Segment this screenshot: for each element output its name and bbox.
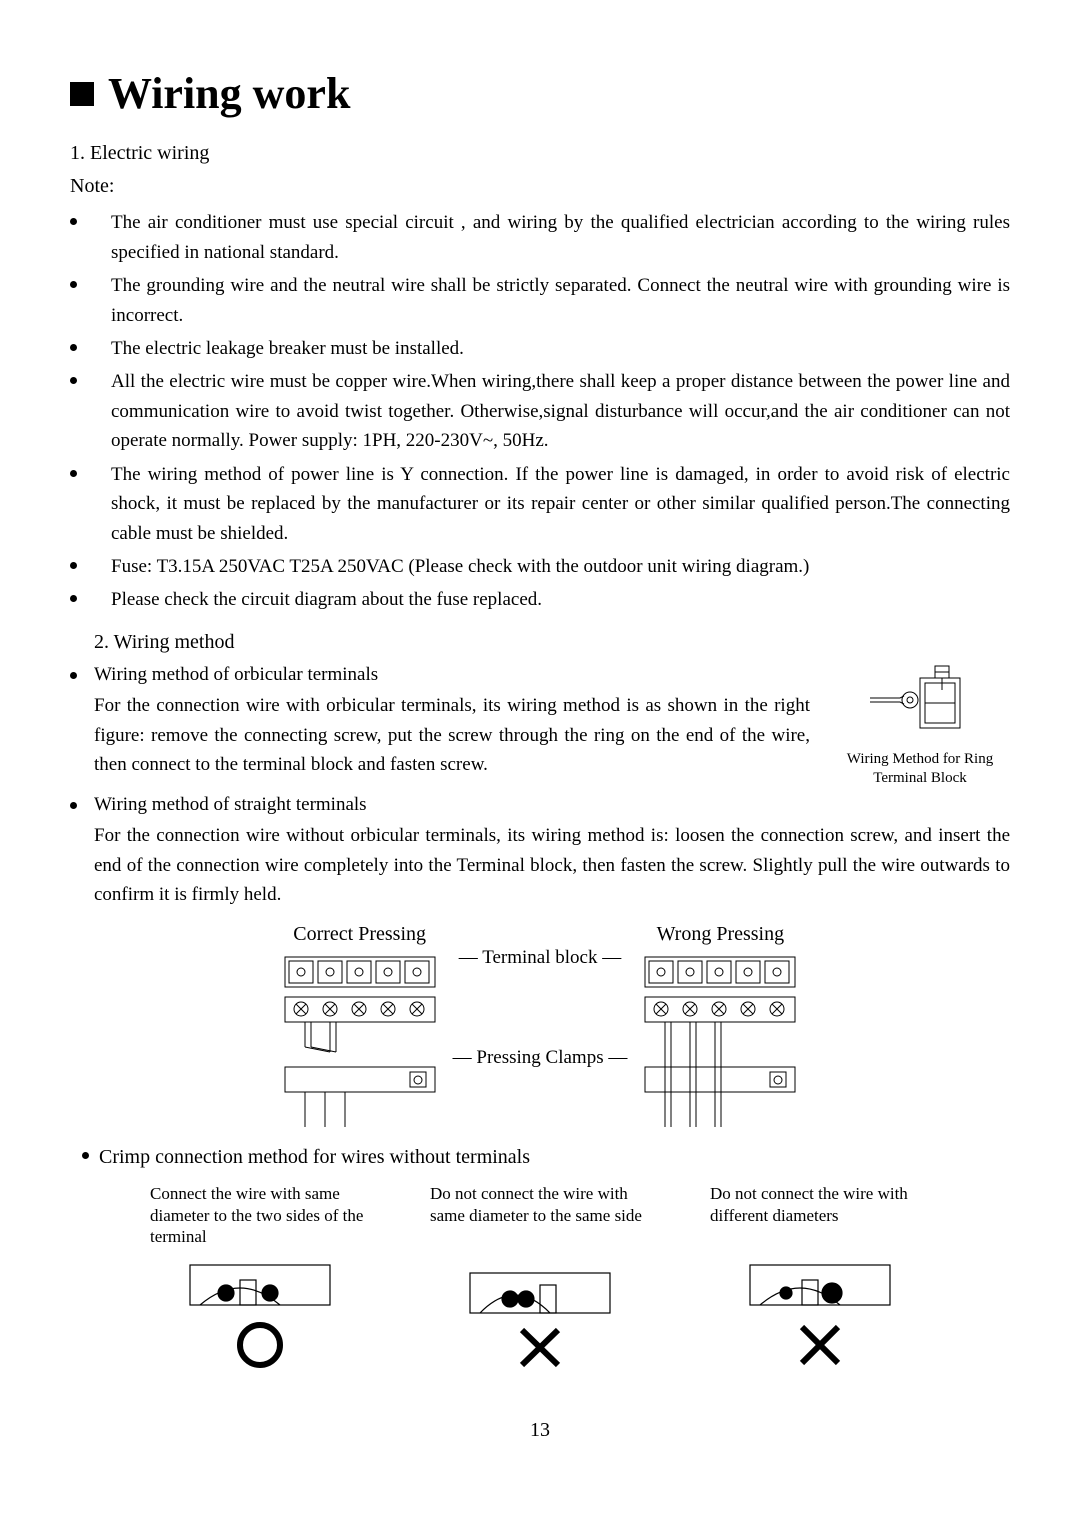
notes-list: The air conditioner must use special cir… xyxy=(70,208,1010,615)
title-bullet xyxy=(70,82,94,106)
note-text: Fuse: T3.15A 250VAC T25A 250VAC (Please … xyxy=(87,552,1010,581)
orbicular-heading: Wiring method of orbicular terminals xyxy=(94,660,810,689)
correct-pressing-svg xyxy=(275,952,445,1132)
crimp-col-correct: Connect the wire with same diameter to t… xyxy=(150,1183,370,1375)
crimp-row: Connect the wire with same diameter to t… xyxy=(70,1183,1010,1375)
note-text: Please check the circuit diagram about t… xyxy=(87,585,1010,614)
note-text: The grounding wire and the neutral wire … xyxy=(87,271,1010,330)
note-text: All the electric wire must be copper wir… xyxy=(87,367,1010,455)
pressing-clamps-label: — Pressing Clamps — xyxy=(453,1043,628,1072)
crimp-caption-1: Connect the wire with same diameter to t… xyxy=(150,1183,370,1247)
note-item: The electric leakage breaker must be ins… xyxy=(70,334,1010,363)
note-item: Fuse: T3.15A 250VAC T25A 250VAC (Please … xyxy=(70,552,1010,581)
bullet-icon xyxy=(70,562,77,569)
crimp-col-wrong-same: Do not connect the wire with same diamet… xyxy=(430,1183,650,1375)
note-item: All the electric wire must be copper wir… xyxy=(70,367,1010,455)
pressing-labels-col: — Terminal block — — Pressing Clamps — xyxy=(453,919,628,1076)
crimp-wrong-same-svg xyxy=(460,1255,620,1375)
bullet-icon xyxy=(70,377,77,384)
ring-terminal-caption: Wiring Method for Ring Terminal Block xyxy=(830,750,1010,788)
note-label: Note: xyxy=(70,171,1010,202)
bullet-icon xyxy=(70,672,77,679)
bullet-icon xyxy=(70,281,77,288)
bullet-icon xyxy=(70,344,77,351)
correct-pressing-col: Correct Pressing xyxy=(275,919,445,1132)
crimp-heading: Crimp connection method for wires withou… xyxy=(99,1142,530,1173)
bullet-icon xyxy=(70,802,77,809)
section-1-heading: 1. Electric wiring xyxy=(70,138,1010,169)
note-text: The air conditioner must use special cir… xyxy=(87,208,1010,267)
note-item: The grounding wire and the neutral wire … xyxy=(70,271,1010,330)
note-item: The wiring method of power line is Y con… xyxy=(70,460,1010,548)
crimp-wrong-diff-svg xyxy=(740,1255,900,1375)
bullet-icon xyxy=(70,218,77,225)
page-title-row: Wiring work xyxy=(70,60,1010,128)
orbicular-body: For the connection wire with orbicular t… xyxy=(94,691,810,779)
crimp-heading-row: Crimp connection method for wires withou… xyxy=(70,1142,1010,1173)
straight-heading: Wiring method of straight terminals xyxy=(94,790,1010,819)
bullet-icon xyxy=(70,470,77,477)
section-2-heading: 2. Wiring method xyxy=(94,627,1010,658)
crimp-col-wrong-diff: Do not connect the wire with different d… xyxy=(710,1183,930,1375)
page-title: Wiring work xyxy=(108,60,350,128)
wrong-pressing-label: Wrong Pressing xyxy=(657,919,785,950)
wrong-pressing-col: Wrong Pressing xyxy=(635,919,805,1132)
bullet-icon xyxy=(82,1152,89,1159)
crimp-caption-3: Do not connect the wire with different d… xyxy=(710,1183,930,1247)
bullet-icon xyxy=(70,595,77,602)
note-item: Please check the circuit diagram about t… xyxy=(70,585,1010,614)
note-text: The electric leakage breaker must be ins… xyxy=(87,334,1010,363)
straight-body: For the connection wire without orbicula… xyxy=(94,821,1010,909)
crimp-correct-svg xyxy=(180,1255,340,1375)
terminal-block-label: — Terminal block — xyxy=(453,943,628,972)
ring-terminal-svg xyxy=(865,658,975,738)
note-item: The air conditioner must use special cir… xyxy=(70,208,1010,267)
note-text: The wiring method of power line is Y con… xyxy=(87,460,1010,548)
wrong-pressing-svg xyxy=(635,952,805,1132)
correct-pressing-label: Correct Pressing xyxy=(293,919,426,950)
pressing-diagram-row: Correct Pressing xyxy=(70,919,1010,1132)
page-number: 13 xyxy=(70,1415,1010,1446)
crimp-caption-2: Do not connect the wire with same diamet… xyxy=(430,1183,650,1247)
ring-terminal-figure: Wiring Method for Ring Terminal Block xyxy=(830,658,1010,788)
